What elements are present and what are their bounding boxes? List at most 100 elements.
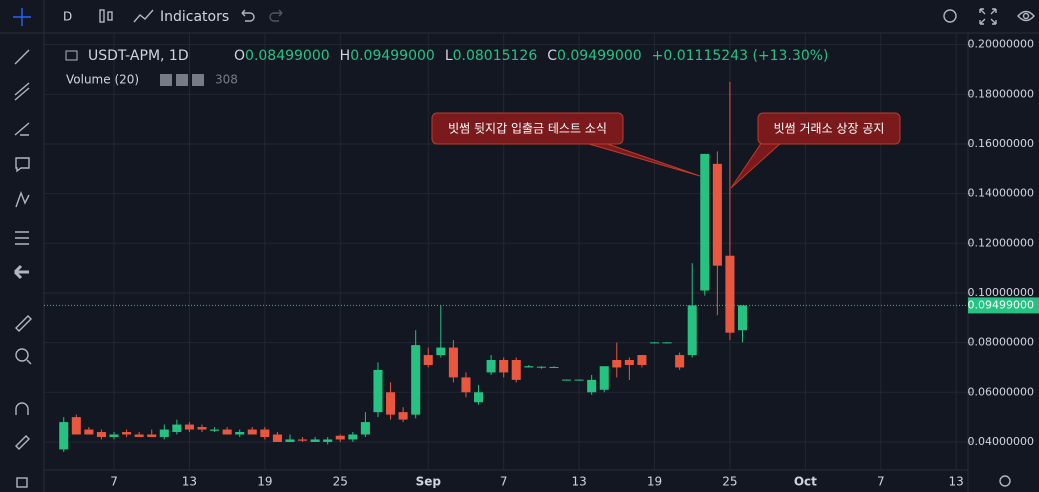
x-tick-label: 13 xyxy=(571,475,586,489)
candle-body xyxy=(184,424,194,430)
candle-body xyxy=(624,360,634,365)
candle-body xyxy=(448,347,458,378)
candle-body xyxy=(310,439,320,442)
candle-body xyxy=(84,429,94,435)
candle-body xyxy=(474,392,484,403)
crosshair-icon[interactable] xyxy=(13,8,31,26)
x-tick-label: 7 xyxy=(877,475,885,489)
x-tick-label: 7 xyxy=(110,475,118,489)
symbol-legend[interactable]: USDT-APM, 1D xyxy=(65,48,189,64)
symbol-icon xyxy=(65,50,78,61)
callout-box xyxy=(757,112,901,145)
indicators-button[interactable]: Indicators xyxy=(160,9,229,25)
candle-body xyxy=(386,392,396,415)
volume-legend-buttons[interactable] xyxy=(160,74,204,86)
candle-body xyxy=(71,417,81,435)
x-tick-label: 25 xyxy=(722,475,737,489)
candle-body xyxy=(675,355,685,368)
candle-body xyxy=(210,429,220,431)
candle-body xyxy=(147,434,157,437)
candle-body xyxy=(461,377,471,393)
candle-body xyxy=(499,360,509,373)
x-tick-label: 13 xyxy=(182,475,197,489)
x-tick-label: 7 xyxy=(500,475,508,489)
current-price-label: 0.09499000 xyxy=(968,298,1034,311)
callout-text: 빗썸 거래소 상장 공지 xyxy=(774,122,885,136)
y-tick-label: 0.16000000 xyxy=(968,137,1034,150)
candle-body xyxy=(134,434,144,437)
candle-body xyxy=(172,424,182,433)
ohlc-legend: O0.08499000 H0.09499000 L0.08015126 C0.0949… xyxy=(234,48,829,64)
candle-body xyxy=(436,347,446,356)
candle-body xyxy=(536,366,546,368)
candle-body xyxy=(737,305,748,331)
candle-body xyxy=(549,366,559,368)
high-label: H xyxy=(340,48,351,64)
fullscreen-icon[interactable] xyxy=(979,8,997,25)
candle-body xyxy=(159,429,169,437)
candle-body xyxy=(348,434,358,440)
indicators-icon[interactable] xyxy=(133,9,154,23)
candle-body xyxy=(687,305,697,356)
x-tick-label: Oct xyxy=(794,475,817,489)
symbol[interactable]: USDT-APM, 1D xyxy=(88,48,189,64)
current-price-box xyxy=(968,297,1039,314)
y-tick-label: 0.18000000 xyxy=(968,87,1034,100)
settings-icon[interactable] xyxy=(943,9,957,23)
visibility-icon[interactable] xyxy=(1017,10,1035,22)
callout-box xyxy=(431,112,624,145)
close-value: 0.09499000 xyxy=(557,48,642,64)
candle-body xyxy=(637,355,647,365)
candle-body xyxy=(662,342,672,344)
y-tick-label: 0.10000000 xyxy=(968,286,1034,299)
candle-body xyxy=(587,379,597,393)
candle-body xyxy=(285,439,295,442)
x-tick-label: 19 xyxy=(257,475,272,489)
candle-body xyxy=(700,153,710,291)
y-tick-label: 0.04000000 xyxy=(968,435,1034,448)
x-tick-label: 25 xyxy=(333,475,348,489)
x-tick-label: 13 xyxy=(949,475,964,489)
candle-body xyxy=(298,439,308,441)
candle-body xyxy=(649,342,660,344)
undo-icon[interactable] xyxy=(241,9,255,22)
candle-body xyxy=(561,379,572,381)
visibility-icon-pupil xyxy=(1022,12,1030,20)
candle-body xyxy=(511,360,521,380)
low-label: L xyxy=(445,48,453,64)
high-value: 0.09499000 xyxy=(350,48,435,64)
redo-icon[interactable] xyxy=(269,9,283,22)
x-tick-label: 19 xyxy=(647,475,662,489)
candle-body xyxy=(122,432,132,435)
close-label: C xyxy=(547,48,557,64)
candle-body xyxy=(574,379,584,381)
candle-body xyxy=(235,432,245,435)
sidebar-tools[interactable] xyxy=(13,49,32,488)
y-tick-label: 0.12000000 xyxy=(968,236,1034,249)
candle-body xyxy=(373,369,383,413)
candle-body xyxy=(109,434,119,437)
axis-settings-icon[interactable] xyxy=(999,475,1011,487)
open-value: 0.08499000 xyxy=(245,48,330,64)
y-tick-label: 0.08000000 xyxy=(968,336,1034,349)
candle-body xyxy=(272,434,282,442)
candle-body xyxy=(323,439,333,442)
candle-body xyxy=(411,345,421,415)
candle-body xyxy=(360,422,370,435)
candle-body xyxy=(725,255,735,333)
candle-body xyxy=(96,432,106,437)
candle-body xyxy=(398,412,408,420)
volume-legend-value: 308 xyxy=(215,73,238,87)
candle-style-icon[interactable] xyxy=(99,9,113,23)
y-tick-label: 0.20000000 xyxy=(968,38,1034,51)
interval-button[interactable]: D xyxy=(63,10,72,24)
low-value: 0.08015126 xyxy=(453,48,538,64)
candle-body xyxy=(712,163,722,266)
candle-body xyxy=(260,429,270,437)
volume-legend-name[interactable]: Volume (20) xyxy=(66,73,139,87)
candle-body xyxy=(247,429,257,435)
candle-body xyxy=(599,366,609,390)
candle-body xyxy=(59,422,69,450)
